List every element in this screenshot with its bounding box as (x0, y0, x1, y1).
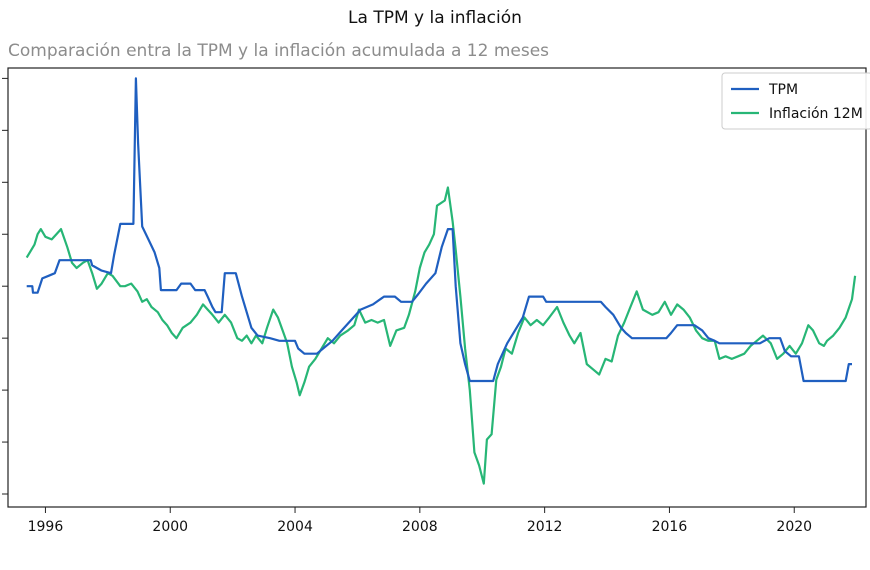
chart-title: La TPM y la inflación (348, 8, 522, 28)
legend-label: Inflación 12M (769, 106, 863, 122)
series-line-inflaci-n-12m (25, 186, 857, 485)
axes: 1996 2000 2004 2008 2012 2016 2020 (2, 67, 867, 535)
x-tick-label: 2004 (277, 519, 313, 535)
x-tick-label: 1996 (28, 519, 64, 535)
chart-subtitle: Comparación entra la TPM y la inflación … (8, 41, 550, 61)
x-tick-label: 2020 (776, 519, 812, 535)
x-tick-label: 2012 (527, 519, 563, 535)
series-line-tpm (26, 77, 852, 383)
legend-box (721, 72, 870, 130)
x-tick-label: 2008 (402, 519, 438, 535)
legend-label: TPM (768, 82, 798, 98)
plot-frame (7, 67, 867, 508)
legend: TPM Inflación 12M (721, 72, 870, 130)
x-tick-label: 2000 (152, 519, 188, 535)
x-tick-label: 2016 (652, 519, 688, 535)
series-lines (25, 77, 857, 485)
